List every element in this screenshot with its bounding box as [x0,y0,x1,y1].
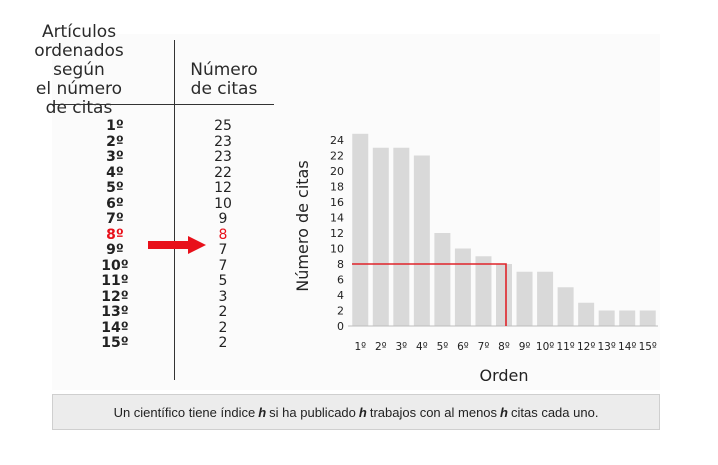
chart-bar [598,310,615,326]
table-row-citations: 2 [218,319,228,336]
table-row-citations: 2 [218,304,228,320]
table-row-citations: 10 [214,195,232,212]
caption-variable-h: h [500,404,508,420]
citations-column: 25 23 23 22 12 10 9 8 7 7 5 3 2 2 2 [205,118,241,352]
table-row-order: 1º [106,118,124,134]
left-header-line: el número [35,79,123,99]
table-vertical-divider [174,40,175,380]
table-row-order: 10º [101,257,129,274]
x-axis-label: Orden [479,366,528,385]
caption-variable-h: h [258,404,267,420]
x-tick-label: 9º [519,341,531,353]
left-header-line: de citas [45,98,113,118]
x-tick-label: 2º [375,341,387,353]
table-row-citations: 2 [218,335,228,351]
x-tick-label: 5º [437,341,449,353]
order-column: 1º 2º 3º 4º 5º 6º 7º 8º 9º 10º 11º 12º 13º 14º 15º [90,118,140,352]
chart-bar [619,310,636,326]
chart-bar [352,133,369,326]
chart-bar [372,147,389,326]
chart-bar [537,271,554,326]
x-tick-label: 3º [396,341,408,353]
table-row-citations: 7 [218,242,228,258]
y-tick-label: 2 [337,305,344,318]
chart-bar [475,256,492,326]
table-row-citations: 12 [214,180,232,196]
chart-bar [454,248,471,326]
caption-text: citas cada uno. [510,404,599,420]
left-header-line: ordenados según [34,41,124,80]
table-row-order: 15º [101,335,129,351]
y-tick-label: 16 [330,196,344,209]
y-tick-label: 18 [330,181,344,194]
table-row-order: 11º [101,273,129,289]
x-tick-label: 10º [536,341,554,353]
chart-bar [434,233,451,326]
table-header-divider [50,104,274,105]
chart-bar [393,147,410,326]
table-row-citations: 5 [218,273,228,289]
y-tick-label: 0 [337,320,344,333]
table-row-order: 5º [106,180,124,196]
left-column-header: Artículos ordenados según el número de c… [8,23,150,118]
table-row-order: 8º [106,226,124,243]
caption-text: trabajos con al menos [369,404,498,420]
table-row-citations: 8 [218,226,228,243]
highlight-arrow-icon [148,236,206,254]
table-row-citations: 3 [218,288,228,305]
chart-bar [578,302,595,326]
x-tick-label: 15º [639,341,657,353]
h-index-caption: Un científico tiene índice h si ha publica… [52,394,660,430]
table-row-citations: 23 [214,133,232,150]
chart-bar [413,155,430,326]
h-index-guide-line [352,263,507,326]
table-row-citations: 23 [214,149,232,165]
x-tick-label: 11º [556,341,574,353]
y-tick-label: 12 [330,227,344,240]
y-tick-label: 4 [337,289,344,302]
chart-bar [516,271,533,326]
table-row-order: 14º [101,319,129,336]
table-row-order: 9º [106,242,124,258]
right-column-header: Número de citas [180,61,268,99]
y-tick-label: 24 [330,134,344,147]
right-header-line: de citas [190,79,258,99]
x-tick-label: 14º [618,341,636,353]
caption-variable-h: h [358,404,367,420]
chart-bar [639,310,656,326]
left-header-line: Artículos [41,22,117,42]
caption-text: Un científico tiene índice [113,404,256,420]
y-tick-label: 6 [337,274,344,287]
y-tick-label: 8 [337,258,344,271]
x-tick-label: 12º [577,341,595,353]
caption-text: si ha publicado [269,404,356,420]
chart-bar [557,287,574,326]
table-row-order: 3º [106,149,124,165]
table-row-order: 13º [101,304,129,320]
table-row-citations: 7 [218,257,228,274]
table-row-citations: 25 [214,118,232,134]
y-tick-label: 10 [330,243,344,256]
x-tick-label: 13º [598,341,616,353]
table-row-order: 7º [106,211,124,227]
y-tick-label: 20 [330,165,344,178]
table-row-order: 2º [106,133,124,150]
right-header-line: Número [190,60,258,80]
x-tick-label: 7º [478,341,490,353]
table-row-citations: 9 [218,211,228,227]
x-tick-label: 8º [498,341,510,353]
y-axis-label: Número de citas [293,160,312,291]
table-row-citations: 22 [214,164,232,181]
x-tick-label: 6º [457,341,469,353]
x-tick-label: 4º [416,341,428,353]
table-row-order: 12º [101,288,129,305]
x-tick-label: 1º [354,341,366,353]
y-tick-label: 14 [330,212,344,225]
table-row-order: 6º [106,195,124,212]
chart-bar [496,264,512,326]
y-tick-label: 22 [330,150,344,163]
table-row-order: 4º [106,164,124,181]
